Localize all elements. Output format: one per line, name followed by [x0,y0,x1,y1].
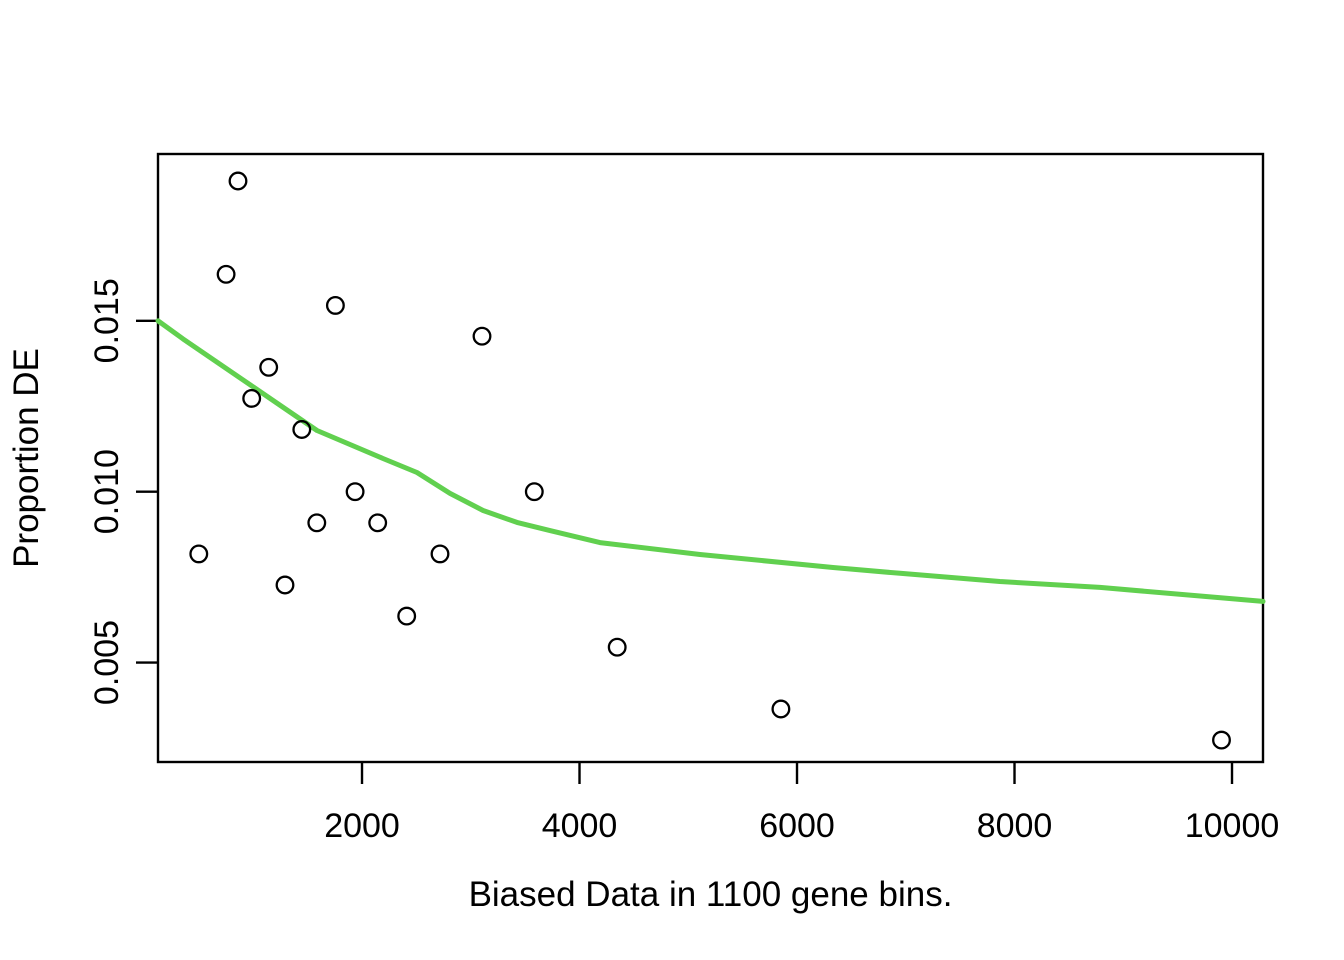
x-axis-title: Biased Data in 1100 gene bins. [468,875,953,914]
y-axis-tick-label: 0.005 [88,620,126,705]
data-point [1212,730,1231,750]
data-point [216,264,236,284]
trend-line [155,318,1266,604]
x-axis-tick-label: 10000 [1185,807,1280,845]
x-axis-tick-label: 8000 [977,807,1053,845]
y-axis-tick-label: 0.010 [88,449,126,534]
data-point [771,699,791,719]
data-point [325,295,345,315]
data-point [292,420,312,439]
y-axis-tick-label: 0.015 [88,278,126,363]
x-axis-tick-label: 6000 [759,807,835,845]
data-point [259,357,279,377]
data-point [242,388,262,408]
plot-box [156,152,1265,764]
data-point [368,513,388,533]
data-point [397,606,417,626]
y-axis-title: Proportion DE [7,348,46,568]
x-axis-tick-label: 2000 [324,807,400,845]
data-point [524,482,544,502]
data-point [430,544,450,564]
data-point [189,544,209,564]
data-point [307,513,327,533]
data-point [228,171,248,191]
data-point [275,575,295,595]
data-point [345,482,365,502]
data-point [607,637,627,657]
x-axis-tick-label: 4000 [542,807,618,845]
data-point [472,326,492,346]
